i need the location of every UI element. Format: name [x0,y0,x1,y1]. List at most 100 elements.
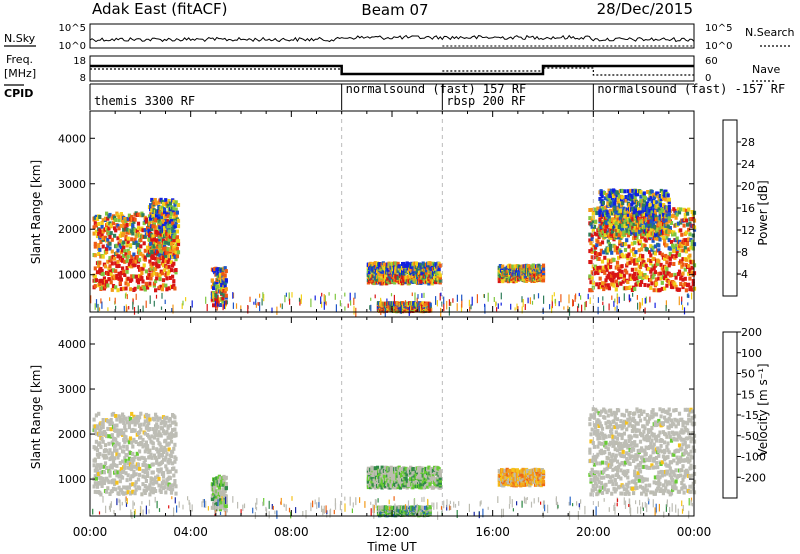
echo-cell [98,466,102,471]
echo-cell [627,244,631,249]
scatter-cell [514,307,516,311]
echo-cell [656,261,660,266]
scatter-cell [107,307,109,312]
echo-cell [133,455,137,460]
echo-cell [101,271,105,276]
echo-cell [625,210,629,215]
echo-cell [640,271,644,276]
scatter-cell [461,299,463,308]
echo-cell [135,451,139,456]
echo-cell [605,221,609,225]
scatter-cell [553,292,555,297]
echo-cell [117,264,121,268]
echo-cell [134,418,138,423]
echo-cell [172,199,176,204]
colorbar-tick-label: 16 [741,202,755,215]
scatter-cell [628,294,630,301]
echo-cell [171,274,175,279]
scatter-cell [639,301,641,311]
scatter-cell [531,300,534,305]
scatter-cell [686,293,688,298]
echo-cell [624,198,628,203]
echo-cell [673,249,677,253]
echo-cell [596,271,600,275]
echo-cell [215,294,219,299]
echo-cell [651,275,655,280]
echo-cell [210,278,214,283]
freq-left-tick-top: 18 [73,56,86,67]
echo-cell [652,288,656,293]
echo-cell [386,267,390,272]
echo-cell [657,243,661,248]
echo-cell [663,193,667,198]
scatter-cell [452,298,454,303]
echo-cell [609,264,613,269]
scatter-cell [483,294,485,299]
echo-cell [111,411,116,416]
echo-cell [140,276,144,281]
echo-cell [667,216,671,221]
echo-cell [604,229,608,234]
echo-cell [147,275,151,280]
scatter-cell [386,298,388,302]
echo-cell [223,507,227,512]
echo-cell [380,465,384,470]
echo-cell [173,202,177,207]
echo-cell [690,287,694,292]
echo-cell [134,487,138,492]
echo-cell [210,497,214,502]
echo-cell [111,221,116,226]
echo-cell [122,240,126,245]
echo-cell [614,197,618,202]
echo-cell [114,261,118,266]
echo-cell [657,259,661,264]
echo-cell [101,236,105,241]
echo-cell [673,232,677,237]
scatter-cell [493,297,495,302]
echo-cell [599,227,603,232]
echo-cell [161,259,166,263]
echo-cell [396,261,400,266]
echo-cell [646,201,650,206]
echo-cell [152,417,156,422]
echo-cell [688,253,692,258]
echo-cell [106,486,110,491]
freq-left-unit: [MHz] [4,67,36,80]
echo-cell [650,189,654,194]
scatter-cell [584,301,586,311]
echo-cell [101,218,105,223]
echo-cell [223,489,227,494]
echo-cell [125,243,129,248]
echo-cell [159,221,163,226]
echo-cell [627,230,632,235]
scatter-cell [101,301,103,309]
scatter-cell [568,294,570,304]
echo-cell [94,439,98,444]
echo-cell [158,244,162,249]
echo-cell [372,472,376,477]
scatter-cell [419,305,422,313]
echo-cell [174,431,178,436]
echo-cell [98,432,102,437]
echo-cell [598,242,602,247]
scatter-cell [149,295,151,304]
echo-cell [597,285,601,290]
echo-cell [666,193,670,198]
echo-cell [172,261,176,266]
echo-cell [663,238,667,243]
echo-cell [541,263,546,268]
echo-cell [99,492,103,497]
echo-cell [629,188,633,193]
echo-cell [610,191,615,196]
echo-cell [651,205,655,210]
scatter-cell [232,292,234,299]
echo-cell [645,247,649,252]
echo-cell [164,218,168,223]
echo-cell [132,469,136,474]
colorbar-tick-label: 28 [741,136,755,149]
echo-cell [172,473,176,478]
echo-cell [625,238,629,243]
echo-cell [681,277,685,282]
echo-cell [106,243,110,248]
echo-cell [121,475,125,480]
